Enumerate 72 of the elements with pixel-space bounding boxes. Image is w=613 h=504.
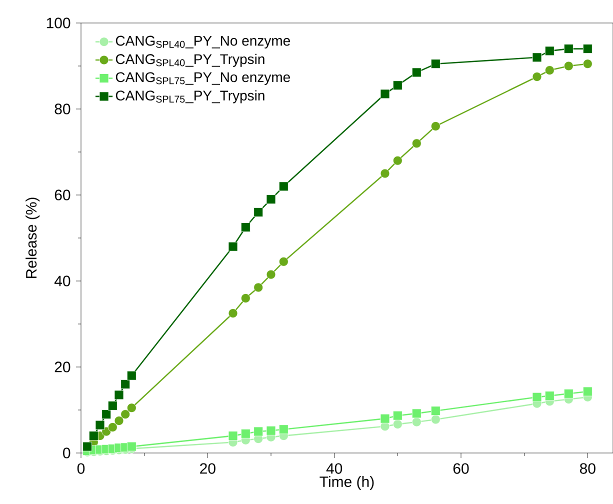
point (582, 44, 592, 54)
x-tick-label: 40 (326, 463, 342, 474)
point (544, 66, 554, 75)
point (430, 406, 440, 416)
point (564, 388, 574, 398)
y-tick-label: 60 (54, 190, 70, 200)
point (266, 426, 276, 436)
point (114, 390, 124, 400)
x-tick-label: 60 (453, 463, 469, 474)
point (95, 420, 105, 430)
point (108, 401, 118, 410)
point (240, 294, 250, 303)
x-tick-label: 0 (77, 463, 85, 474)
point (266, 194, 276, 204)
point (278, 256, 288, 266)
point (392, 156, 402, 166)
point (82, 442, 92, 452)
point (102, 410, 112, 419)
point (278, 182, 288, 192)
x-tick-label: 80 (580, 463, 596, 474)
point (254, 208, 264, 217)
point (392, 410, 402, 420)
point (228, 308, 238, 318)
point (240, 222, 250, 232)
point (564, 44, 574, 54)
point (532, 72, 542, 82)
point (120, 410, 130, 419)
point (412, 68, 422, 78)
point (254, 426, 264, 436)
legend-label: CANG$_{SPL75}$_PY_Trypsin (116, 90, 264, 104)
legend-label: CANG$_{SPL40}$_PY_No enzyme (116, 36, 290, 48)
point (266, 270, 276, 280)
point (126, 370, 136, 380)
x-axis-title: Time (h) (320, 476, 374, 490)
point (380, 414, 390, 424)
y-tick-label: 80 (54, 104, 70, 114)
point (240, 428, 250, 438)
point (392, 419, 402, 429)
point (126, 442, 136, 452)
point (412, 138, 422, 148)
point (532, 392, 542, 402)
y-tick-label: 0 (63, 448, 70, 458)
point (412, 417, 422, 427)
point (108, 422, 118, 432)
point (430, 122, 440, 131)
point (88, 431, 98, 440)
x-tick-label: 20 (200, 463, 216, 474)
y-tick-label: 20 (54, 362, 70, 372)
point (544, 391, 554, 401)
point (544, 46, 554, 56)
point (380, 89, 390, 99)
point (582, 386, 592, 396)
point (228, 242, 238, 252)
point (380, 168, 390, 178)
y-tick-label: 40 (54, 276, 70, 286)
y-tick-label: 100 (46, 18, 70, 28)
point (582, 59, 592, 69)
point (430, 414, 440, 424)
point (532, 52, 542, 62)
point (412, 408, 422, 418)
point (126, 403, 136, 413)
point (392, 80, 402, 90)
point (114, 416, 124, 426)
point (120, 380, 130, 389)
point (564, 61, 574, 71)
point (254, 282, 264, 292)
point (228, 431, 238, 440)
legend-label: CANG$_{SPL40}$_PY_Trypsin (116, 54, 264, 67)
point (430, 59, 440, 69)
legend-label: CANG$_{SPL75}$_PY_No enzyme (116, 72, 290, 85)
point (278, 424, 288, 434)
y-axis-title: Release (%) (26, 198, 40, 278)
